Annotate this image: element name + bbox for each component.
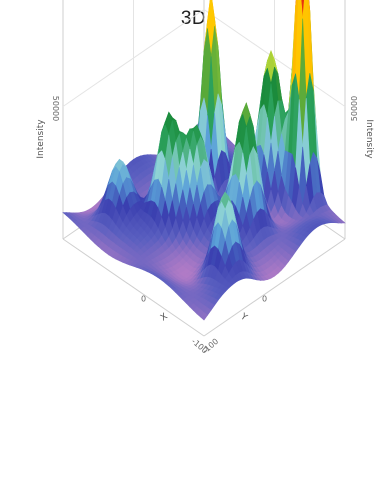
surface-mesh (62, 0, 346, 321)
plot-box-front (62, 238, 346, 337)
z-tick-label: 50000 (51, 96, 60, 121)
z-axis-label: Intensity (364, 119, 374, 159)
gridline (203, 9, 346, 107)
axis-labels: 0X0Y-100-10050000Intensity50000Intensity… (36, 96, 374, 356)
z-tick-label: 50000 (350, 96, 359, 121)
x-axis-label: X (159, 312, 170, 324)
gridline (62, 9, 205, 107)
z-axis-label: Intensity (36, 119, 46, 159)
surface-cell (200, 312, 208, 321)
x-tick-label: 0 (141, 295, 146, 304)
y-tick-label: 0 (262, 295, 267, 304)
x-tick-label: -100 (201, 337, 221, 356)
box-edge (62, 238, 205, 337)
chart-title: 3D (180, 8, 207, 29)
y-axis-label: Y (238, 311, 249, 323)
box-edge (203, 238, 346, 337)
